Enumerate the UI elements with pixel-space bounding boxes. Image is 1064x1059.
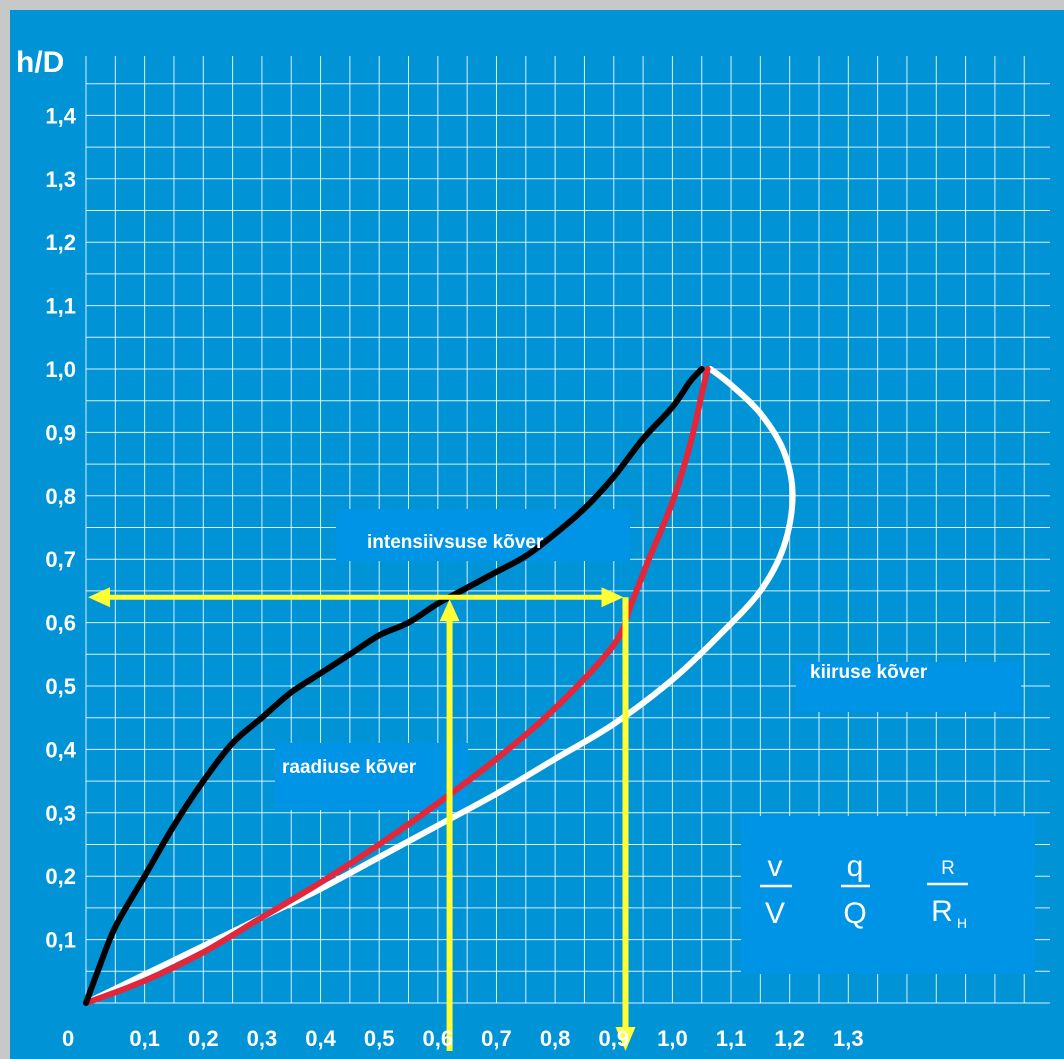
y-tick-label: 0,3 (45, 801, 76, 826)
x-tick-label: 0,8 (540, 1026, 571, 1051)
x-tick-label: 0,1 (129, 1026, 160, 1051)
x-tick-label: 1,3 (833, 1026, 864, 1051)
x-tick-label: 0,4 (305, 1026, 336, 1051)
y-axis-label: h/D (16, 46, 64, 79)
guide-arrowhead-down (615, 1027, 636, 1051)
curves (83, 366, 796, 1006)
x-tick-label: 1,1 (716, 1026, 747, 1051)
axis-labels: h/D 0 (16, 46, 74, 1051)
y-tick-label: 0,9 (45, 420, 76, 445)
y-tick-label: 0,6 (45, 611, 76, 636)
box-velocity-label (796, 662, 1021, 712)
ratio-r-denominator: R (931, 895, 953, 928)
guide-arrowhead-left (88, 587, 110, 608)
y-tick-label: 1,3 (45, 167, 76, 192)
ratio-v-numerator: v (768, 850, 783, 883)
ratio-r-numerator: R (941, 858, 955, 879)
y-tick-label: 1,4 (45, 103, 76, 128)
intensity-curve (83, 366, 705, 1006)
annotations: intensiivsuse kõver raadiuse kõver kiiru… (282, 532, 928, 778)
guide-arrowhead-up (439, 599, 460, 622)
y-tick-label: 0,4 (45, 737, 76, 762)
ratio-legend: v V q Q R R H (760, 850, 968, 931)
annotation-radius-curve: raadiuse kõver (282, 757, 417, 778)
annotation-intensity-curve: intensiivsuse kõver (367, 532, 544, 553)
box-radius-label (275, 743, 468, 810)
x-tick-label: 0,9 (598, 1026, 629, 1051)
box-ratio-legend (741, 816, 1035, 974)
x-tick-label: 0,5 (364, 1026, 395, 1051)
y-tick-label: 0,5 (45, 674, 76, 699)
tick-labels: 0,1 0,2 0,3 0,4 0,5 0,6 0,7 0,8 0,9 1,0 1,1 1,2 1,3 0… (45, 103, 863, 1051)
y-tick-label: 1,0 (45, 357, 76, 382)
guide-arrowhead-right (601, 587, 624, 608)
ratio-r-denominator-subscript: H (957, 915, 967, 931)
x-tick-label: 0,2 (188, 1026, 219, 1051)
ratio-q-numerator: q (847, 850, 864, 883)
annotation-velocity-curve: kiiruse kõver (810, 662, 928, 683)
ratio-q-denominator: Q (843, 897, 866, 930)
x-tick-label: 0,3 (247, 1026, 278, 1051)
x-tick-label: 0,7 (481, 1026, 512, 1051)
x-tick-label: 1,0 (657, 1026, 688, 1051)
ratio-v-denominator: V (765, 897, 785, 930)
x-tick-label: 0,6 (423, 1026, 454, 1051)
chart-frame: h/D 0 0,1 0,2 0,3 0,4 0,5 0,6 0,7 0,8 0,9 1,0 1,1 1… (10, 10, 1064, 1059)
guides (88, 587, 636, 1051)
origin-label: 0 (62, 1026, 74, 1051)
chart: h/D 0 0,1 0,2 0,3 0,4 0,5 0,6 0,7 0,8 0,9 1,0 1,1 1… (16, 46, 1050, 1051)
x-tick-label: 1,2 (774, 1026, 805, 1051)
y-tick-label: 0,2 (45, 864, 76, 889)
radius-curve (83, 366, 711, 1006)
y-tick-label: 0,1 (45, 928, 76, 953)
box-intensity-label (336, 509, 630, 561)
y-tick-label: 1,1 (45, 294, 76, 319)
y-tick-label: 0,8 (45, 484, 76, 509)
y-tick-label: 0,7 (45, 547, 76, 572)
y-tick-label: 1,2 (45, 230, 76, 255)
label-boxes (275, 509, 1035, 974)
